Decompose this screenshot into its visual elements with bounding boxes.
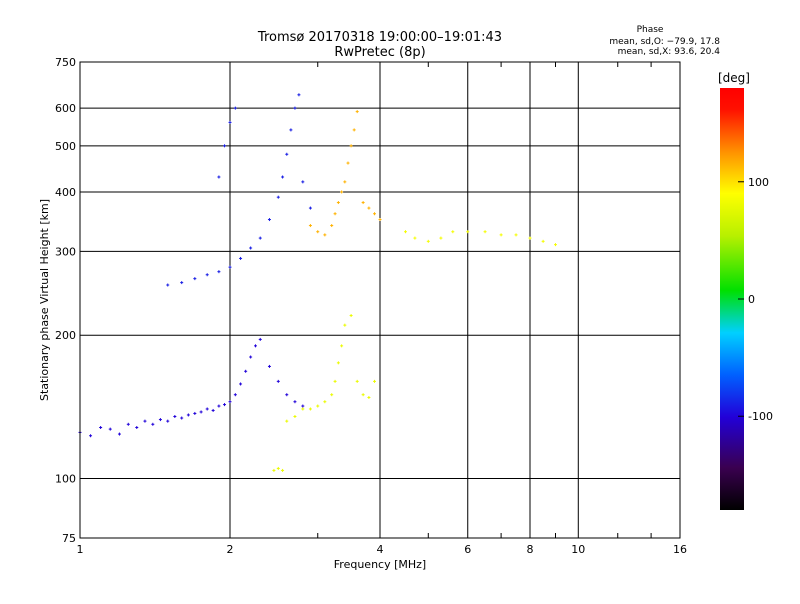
y-axis-label: Stationary phase Virtual Height [km] — [38, 199, 51, 401]
x-tick-label: 1 — [77, 543, 84, 556]
x-tick-label: 4 — [377, 543, 384, 556]
y-tick-label: 500 — [55, 140, 76, 153]
colorbar-tick-label: 100 — [748, 176, 769, 189]
y-tick-label: 200 — [55, 329, 76, 342]
colorbar-label: [deg] — [718, 71, 750, 85]
y-tick-label: 75 — [62, 532, 76, 545]
x-tick-label: 6 — [464, 543, 471, 556]
x-tick-label: 2 — [227, 543, 234, 556]
colorbar-tick-label: 0 — [748, 293, 755, 306]
data-points — [78, 93, 557, 472]
x-tick-label: 8 — [527, 543, 534, 556]
colorbar-tick-label: -100 — [748, 410, 773, 423]
chart-subtitle: RwPretec (8p) — [334, 45, 425, 60]
x-axis-ticks: 1 2 4 6 8 10 16 — [77, 62, 687, 556]
y-tick-label: 100 — [55, 473, 76, 486]
y-tick-label: 600 — [55, 102, 76, 115]
x-tick-label: 10 — [571, 543, 585, 556]
plot-frame — [79, 61, 681, 539]
y-axis-ticks: 75 100 200 300 400 500 600 750 — [55, 56, 76, 545]
chart-title: Tromsø 20170318 19:00:00–19:01:43 — [257, 30, 502, 45]
y-tick-label: 400 — [55, 186, 76, 199]
x-tick-label: 16 — [673, 543, 687, 556]
y-tick-label: 300 — [55, 245, 76, 258]
plot-grid — [80, 62, 680, 538]
phase-stats-x: mean, sd,X: 93.6, 20.4 — [618, 47, 721, 57]
colorbar-ticks: 100 0 -100 — [738, 176, 773, 423]
x-axis-label: Frequency [MHz] — [334, 558, 426, 571]
y-tick-label: 750 — [55, 56, 76, 69]
phase-stats-o: mean, sd,O: −79.9, 17.8 — [609, 37, 720, 47]
phase-stats-title: Phase — [637, 25, 664, 35]
